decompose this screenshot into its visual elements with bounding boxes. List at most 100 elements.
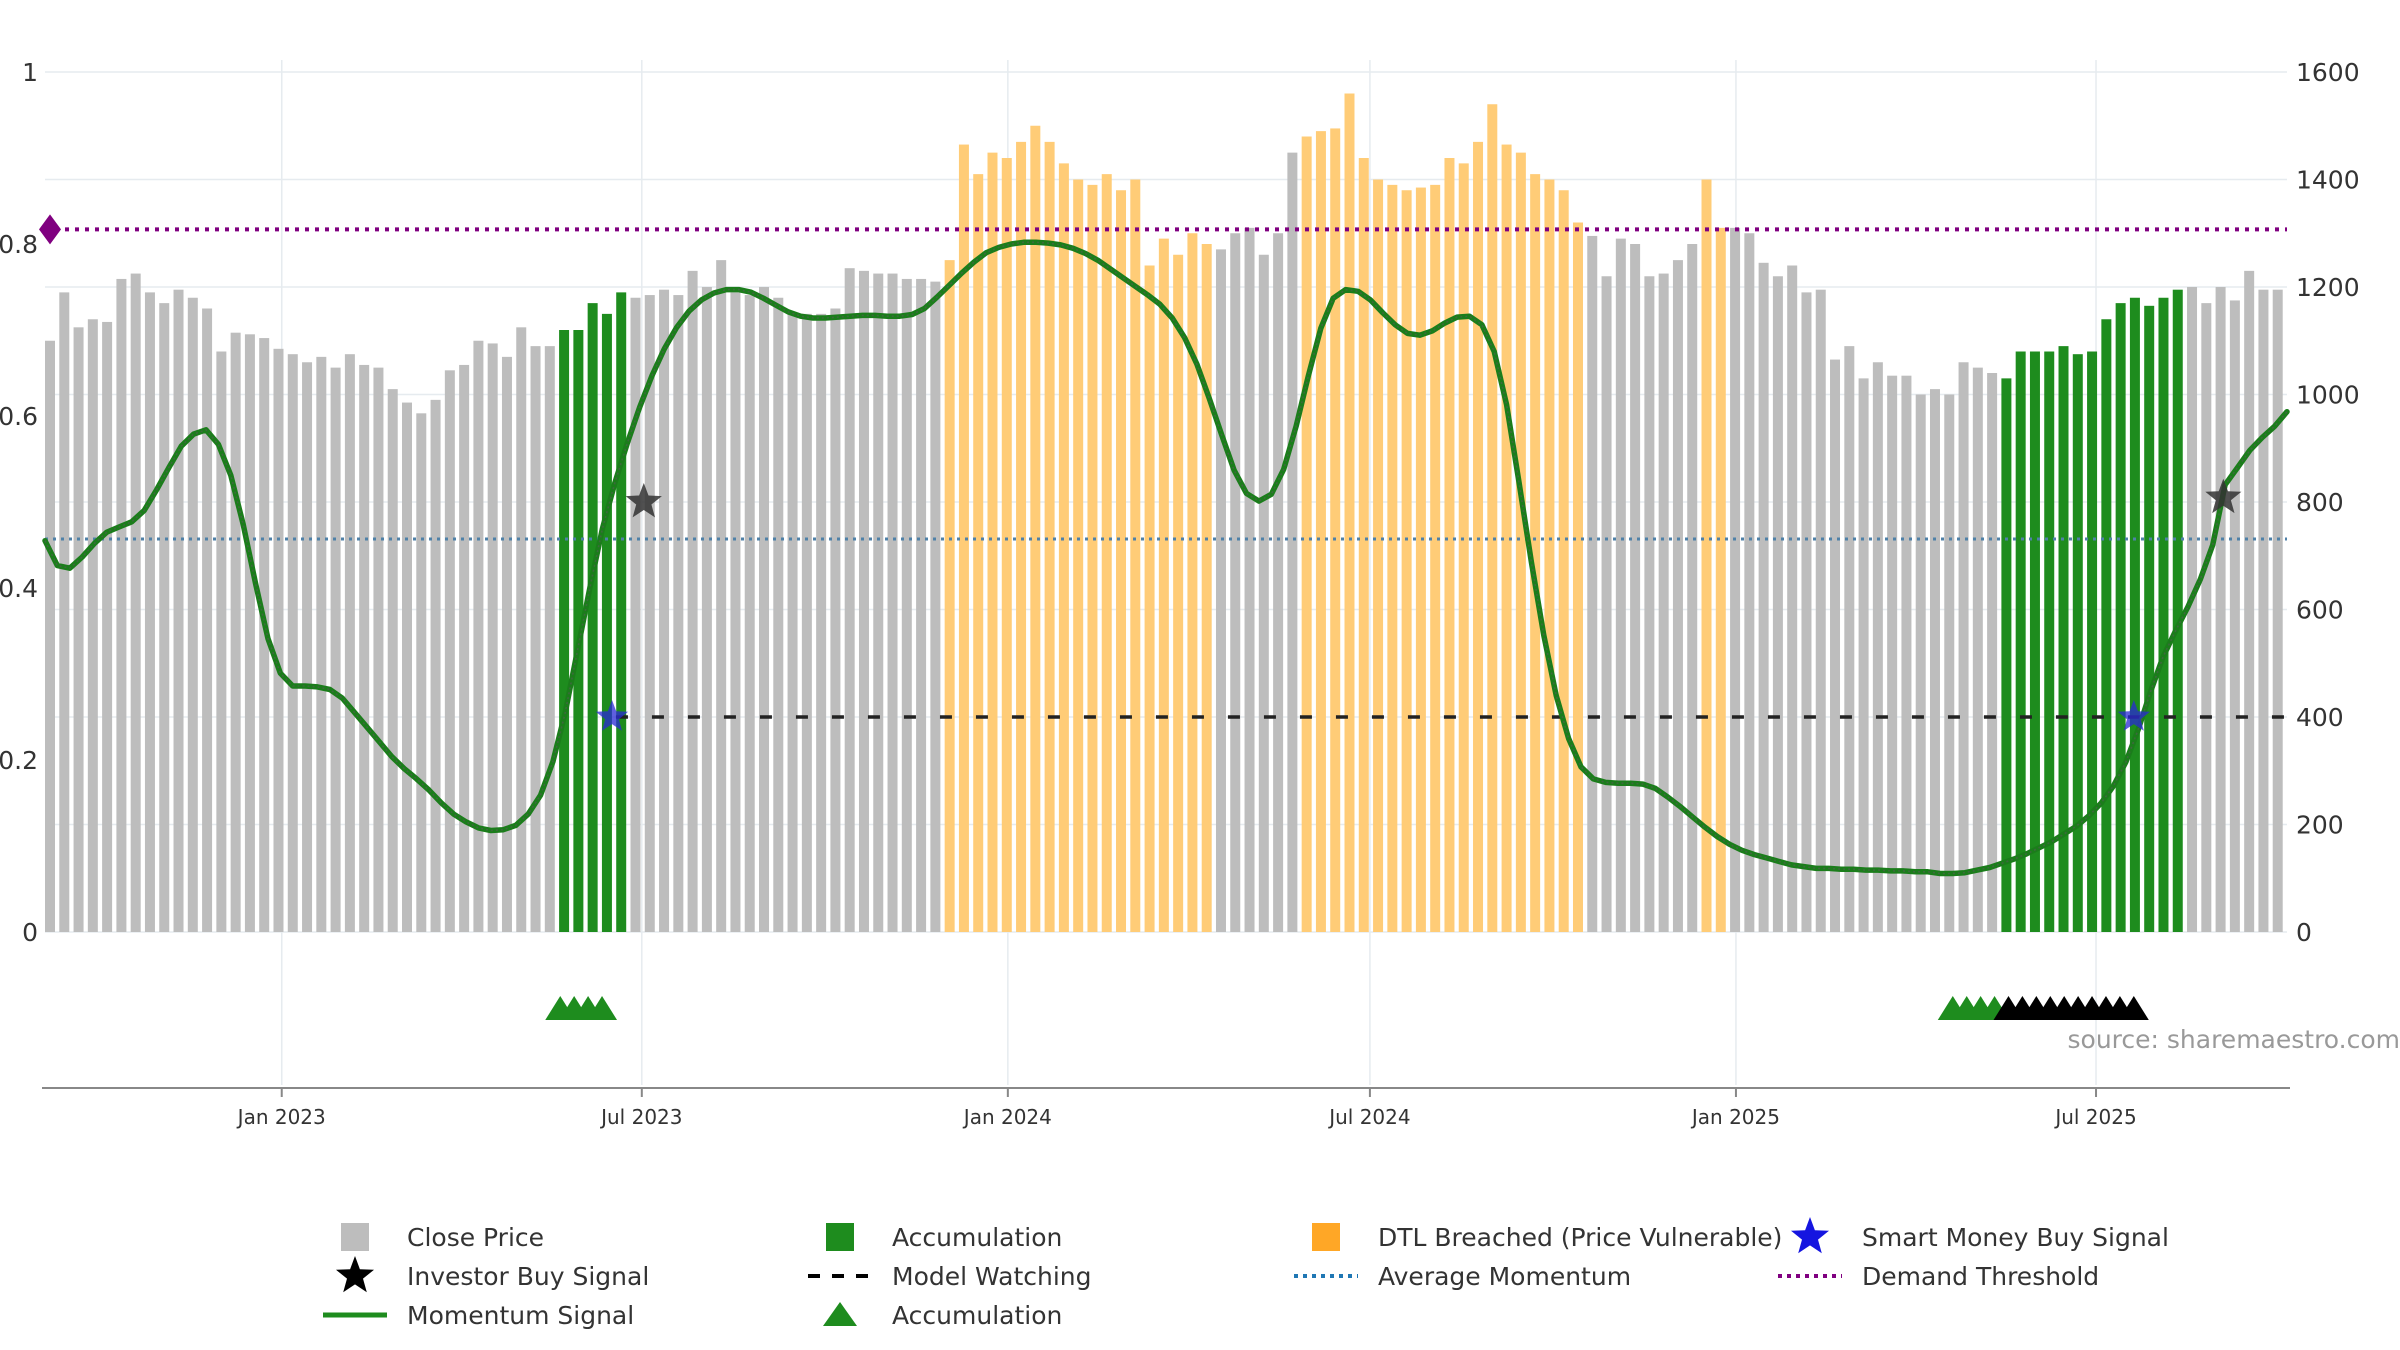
close-price-bar [1273,233,1284,932]
right-axis-tick-label: 200 [2296,811,2344,840]
legend-close-price-label: Close Price [407,1223,544,1252]
legend-investor-buy-signal-label: Investor Buy Signal [407,1262,649,1291]
accumulation-bar [2087,351,2098,932]
left-axis-tick-label: 0.4 [0,574,38,603]
close-price-bar [1230,233,1241,932]
close-price-bar [1630,244,1641,932]
legend-accumulation-swatch [826,1223,854,1251]
legend-accumulation-swatch [823,1302,857,1326]
close-price-bar [673,295,684,932]
dtl-breached-bar [1044,141,1055,932]
dtl-breached-bar [944,260,955,932]
dtl-breached-bar [1201,244,1212,932]
accumulation-triangle [587,996,618,1020]
close-price-bar [744,295,755,932]
right-axis-tick-label: 800 [2296,488,2344,517]
close-price-bar [1901,375,1912,932]
accumulation-bar [587,303,598,932]
close-price-bar [816,313,827,932]
close-price-bar [630,297,641,932]
legend-accumulation-label: Accumulation [892,1223,1062,1252]
dtl-breached-bar [973,174,984,932]
close-price-bar [2272,289,2283,932]
dtl-breached-bar [1572,222,1583,932]
demand-threshold-marker [39,214,61,245]
dtl-breached-bar [1144,265,1155,932]
close-price-bar [858,270,869,932]
close-price-bar [1658,273,1669,932]
close-price-bar [202,308,213,932]
close-price-bar [330,367,341,932]
dtl-breached-bar [1387,184,1398,932]
left-axis-tick-label: 0.2 [0,746,38,775]
accumulation-bar [2072,354,2083,932]
x-axis-tick-label: Jul 2023 [599,1105,682,1129]
close-price-bar [2244,270,2255,932]
close-price-bar [1215,249,1226,932]
smart-money-buy-signal [595,700,629,731]
close-price-bar [459,364,470,932]
dtl-breached-bar [1458,163,1469,932]
close-price-bar [144,292,155,932]
close-price-bar [1244,227,1255,932]
dtl-breached-bar [1701,179,1712,932]
legend-dtl-breached-price-vulnerable-swatch [1312,1223,1340,1251]
close-price-bar [302,362,313,932]
close-price-bar [844,268,855,932]
close-price-bar [887,273,898,932]
dtl-breached-bar [1358,158,1369,932]
close-price-bar [159,303,170,932]
close-price-bar [402,402,413,932]
right-axis-tick-label: 600 [2296,596,2344,625]
close-price-bar [1801,292,1812,932]
legend-momentum-signal-label: Momentum Signal [407,1301,634,1330]
left-axis-tick-label: 0.6 [0,402,38,431]
accumulation-bar [573,330,584,932]
right-axis-tick-label: 400 [2296,703,2344,732]
close-price-bar [1672,260,1683,932]
accumulation-bar [2144,305,2155,932]
close-price-bar [116,278,127,932]
source-label: source: sharemaestro.com [2068,1025,2400,1054]
dtl-breached-bar [1487,104,1498,932]
investor-buy-signal [2205,478,2242,514]
close-price-bar [930,281,941,932]
left-axis-tick-label: 0 [22,918,38,947]
dtl-breached-bar [1344,93,1355,932]
dtl-breached-bar [1315,131,1326,932]
close-price-bar [487,343,498,932]
price-bars [45,93,2283,932]
close-price-bar [801,313,812,932]
legend: Close Price Accumulation DTL Breached (Pri… [323,1217,2169,1330]
close-price-bar [1730,227,1741,932]
close-price-bar [2187,287,2198,932]
close-price-bar [2229,300,2240,932]
close-price-bar [1844,346,1855,932]
left-axis-tick-label: 0.8 [0,230,38,259]
reference-lines [45,227,2287,719]
dtl-breached-bar [1430,184,1441,932]
close-price-bar [287,354,298,932]
close-price-bar [473,340,484,932]
dtl-breached-bar [1001,158,1012,932]
close-price-bar [530,346,541,932]
left-axis-tick-label: 1 [22,58,38,87]
close-price-bar [45,340,55,932]
accumulation-bar [2101,319,2112,932]
close-price-bar [730,292,741,932]
close-price-bar [1915,394,1926,932]
close-price-bar [1858,378,1869,932]
dtl-breached-bar [1515,152,1526,932]
legend-model-watching-label: Model Watching [892,1262,1092,1291]
dtl-breached-bar [1301,136,1312,932]
close-price-bar [759,287,770,932]
close-price-bar [1944,394,1955,932]
close-price-bar [916,278,927,932]
close-price-bar [1772,276,1783,932]
close-price-bar [873,273,884,932]
close-price-bar [1887,375,1898,932]
dtl-breached-bar [1101,174,1112,932]
close-price-bar [102,321,113,932]
accumulation-bar [2129,297,2140,932]
